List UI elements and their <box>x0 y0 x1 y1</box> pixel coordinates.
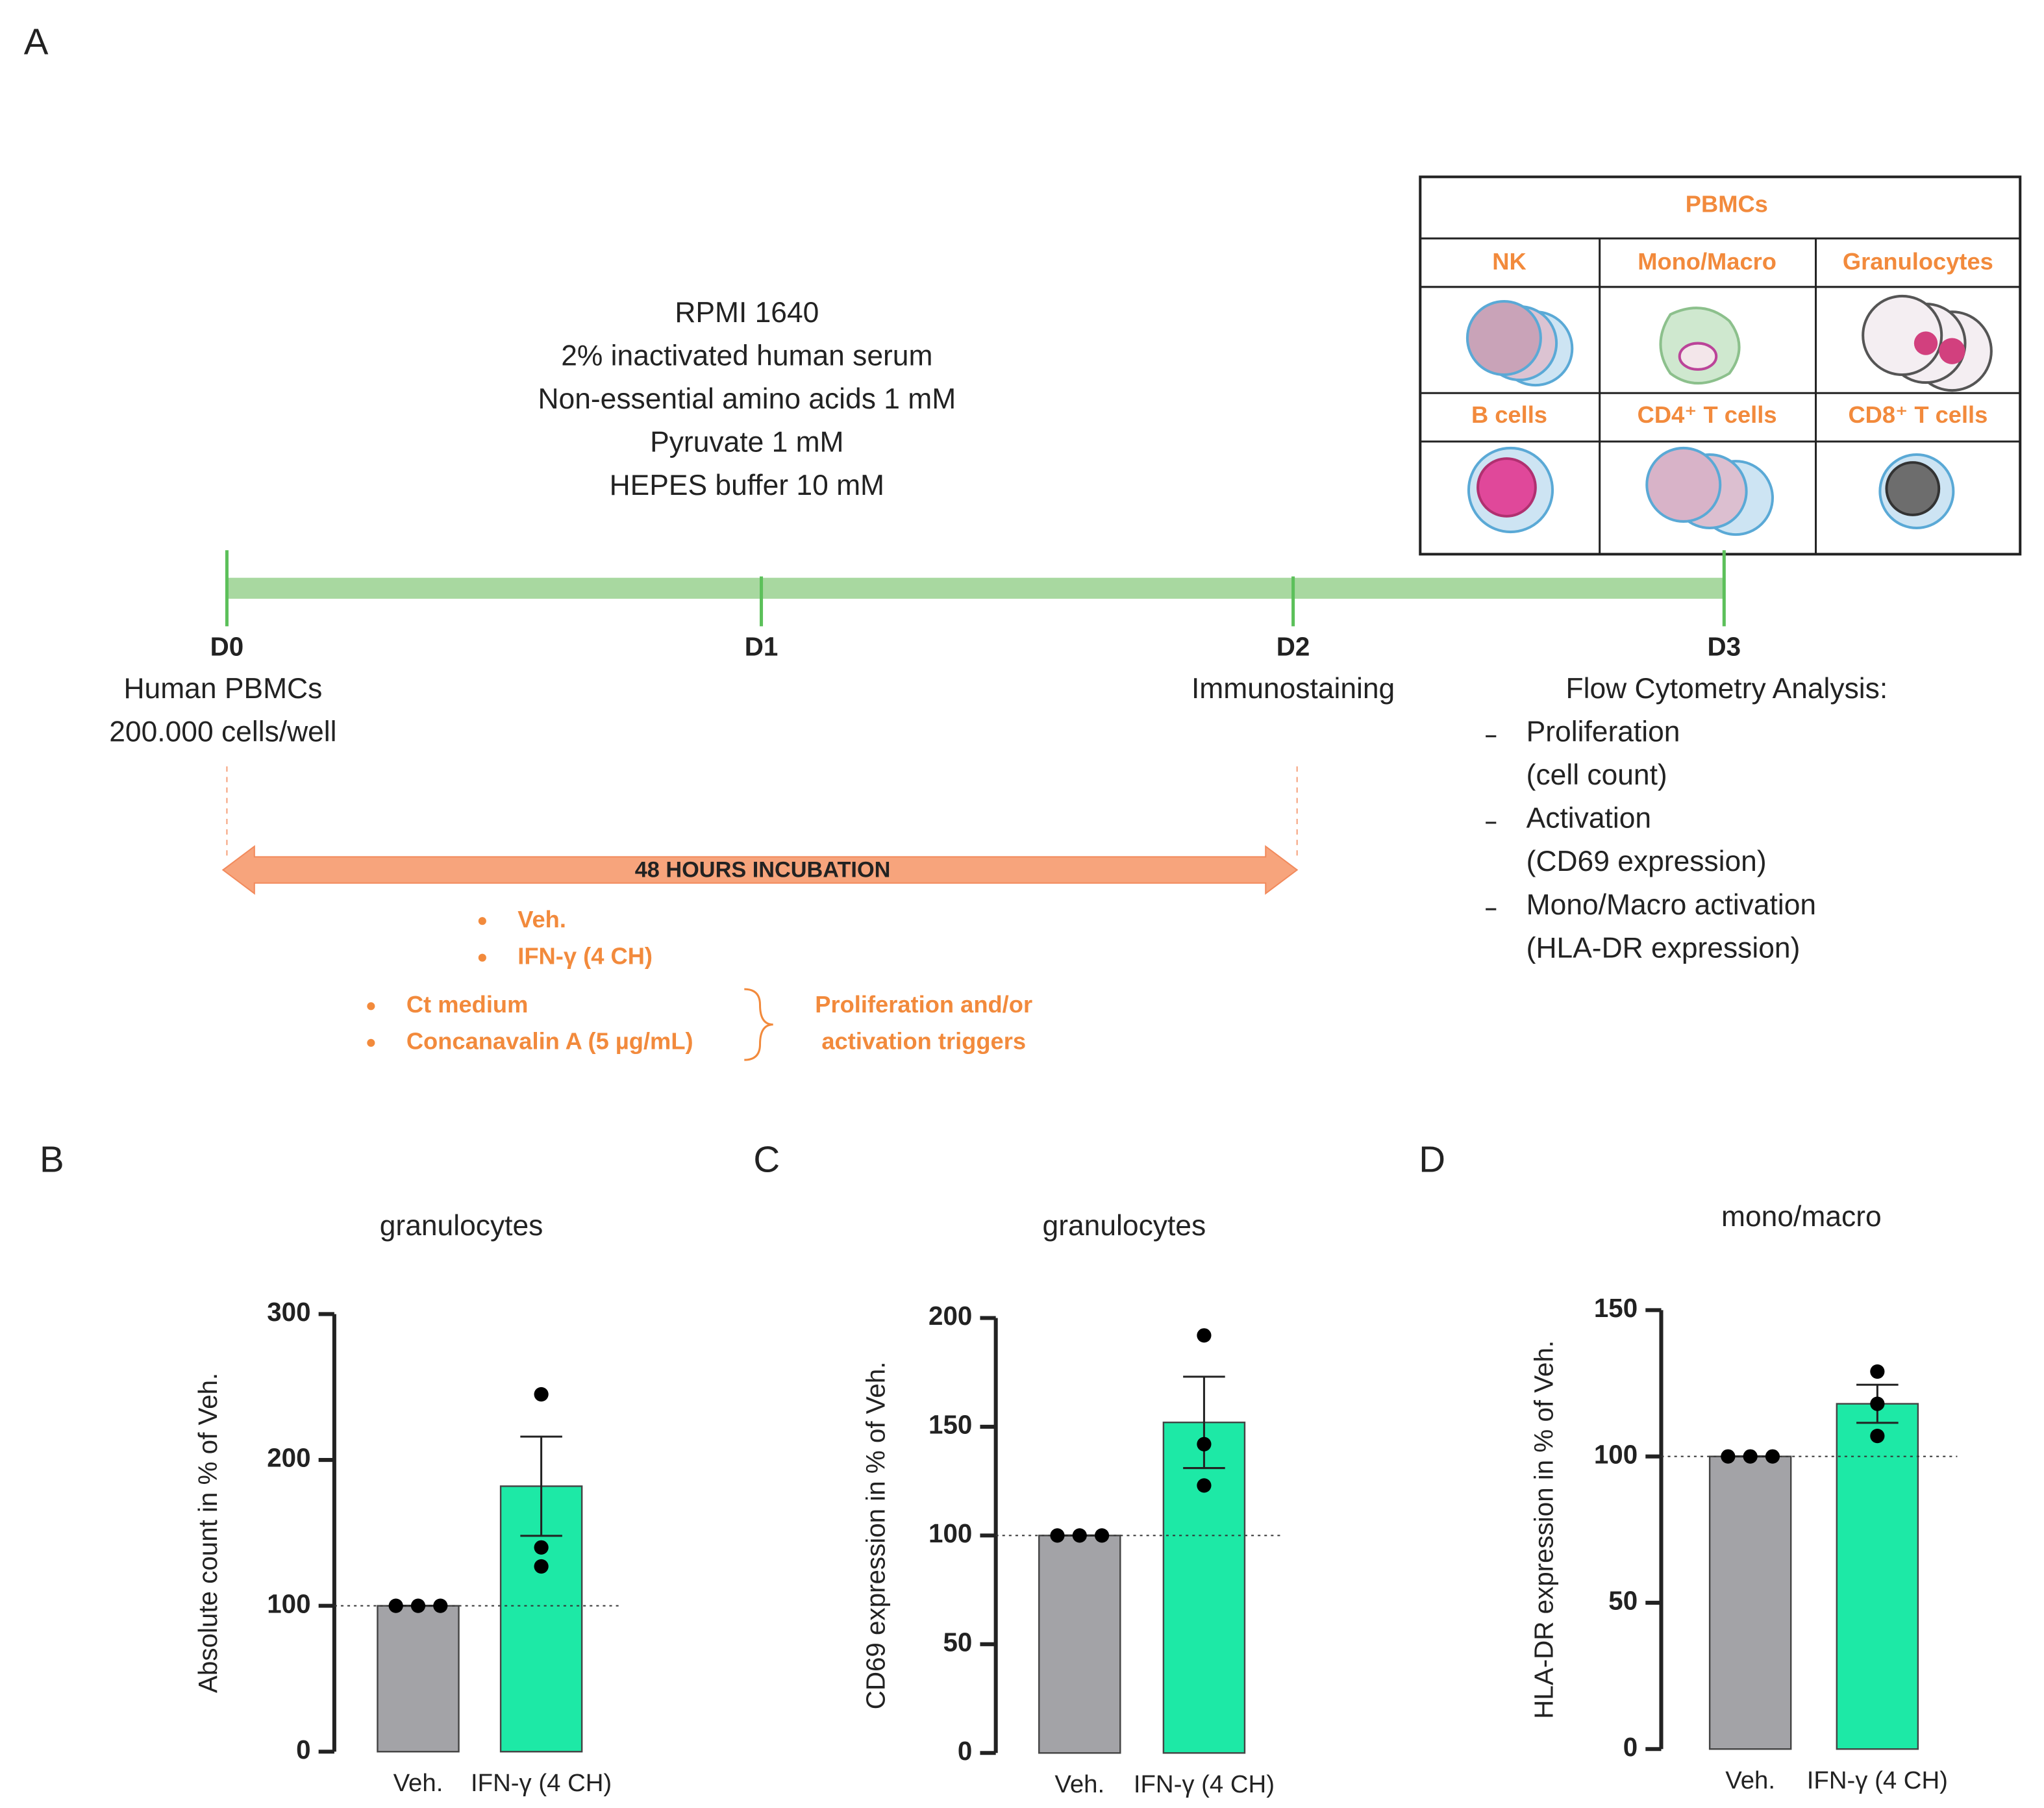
y-tick-label: 0 <box>958 1736 972 1766</box>
x-tick-label: Veh. <box>1054 1770 1104 1798</box>
data-point <box>388 1598 403 1613</box>
timeline-bar <box>227 577 1725 599</box>
data-point <box>534 1387 549 1402</box>
y-axis-label: CD69 expression in % of Veh. <box>861 1361 891 1709</box>
table-cell: CD8⁺ T cells <box>1848 401 1988 428</box>
panel-label: D <box>1419 1138 1445 1179</box>
treatment: Veh. <box>517 906 566 933</box>
incubation-arrow <box>221 845 1299 895</box>
analysis-title: Flow Cytometry Analysis: <box>1566 673 1888 705</box>
bar <box>377 1605 460 1753</box>
x-tick-label: IFN-γ (4 CH) <box>1134 1770 1275 1798</box>
table-cell: B cells <box>1471 401 1547 428</box>
panel-label: A <box>24 21 49 62</box>
y-tick-label: 150 <box>929 1410 972 1440</box>
analysis-item: (cell count) <box>1527 759 1667 791</box>
chart-title: mono/macro <box>1721 1201 1882 1233</box>
trigger: Concanavalin A (5 µg/mL) <box>406 1027 693 1054</box>
table-cell: Granulocytes <box>1843 248 1993 275</box>
medium-line: RPMI 1640 <box>675 297 819 329</box>
trigger: Ct medium <box>406 991 529 1018</box>
analysis-item: Proliferation <box>1527 716 1680 747</box>
analysis-item: Activation <box>1527 803 1651 835</box>
medium-line: Pyruvate 1 mM <box>650 427 843 458</box>
table-cell: NK <box>1492 248 1526 275</box>
bar <box>1038 1535 1121 1754</box>
medium-line: Non-essential amino acids 1 mM <box>538 383 956 415</box>
data-point <box>1094 1528 1110 1543</box>
y-tick-label: 300 <box>267 1297 310 1327</box>
incubation-label: 48 HOURS INCUBATION <box>635 858 891 883</box>
bar <box>1162 1422 1246 1754</box>
day-label: D2 <box>1277 631 1310 661</box>
day-label: D3 <box>1708 631 1741 661</box>
panel-label: B <box>40 1138 64 1179</box>
analysis-item: (CD69 expression) <box>1527 846 1767 877</box>
table-cell: CD4⁺ T cells <box>1638 401 1777 428</box>
cell-icons <box>1465 294 1993 536</box>
data-point <box>534 1540 549 1555</box>
y-tick-label: 0 <box>296 1735 310 1764</box>
panel-label: C <box>753 1138 780 1179</box>
analysis-dashes <box>1486 735 1497 910</box>
data-point <box>1197 1328 1212 1343</box>
data-point <box>433 1598 448 1613</box>
y-tick-label: 100 <box>267 1588 310 1618</box>
data-point <box>1765 1449 1780 1464</box>
data-point <box>1870 1429 1885 1444</box>
data-point <box>1050 1528 1065 1543</box>
y-tick-label: 100 <box>929 1518 972 1548</box>
x-tick-label: Veh. <box>393 1769 443 1797</box>
data-point <box>1072 1528 1087 1543</box>
day-label: D0 <box>210 631 244 661</box>
chart-title: granulocytes <box>380 1210 543 1242</box>
data-point <box>1743 1449 1758 1464</box>
data-point <box>1197 1437 1212 1451</box>
x-tick-label: IFN-γ (4 CH) <box>1807 1766 1948 1794</box>
y-axis-label: HLA-DR expression in % of Veh. <box>1529 1340 1559 1719</box>
data-point <box>1870 1364 1885 1379</box>
trigger-note: activation triggers <box>821 1027 1026 1054</box>
data-point <box>410 1598 426 1613</box>
incubation-guides <box>226 766 1298 859</box>
analysis-item: Mono/Macro activation <box>1527 889 1816 921</box>
y-tick-label: 50 <box>1608 1586 1638 1616</box>
medium-line: HEPES buffer 10 mM <box>610 470 884 501</box>
chart-title: granulocytes <box>1043 1210 1206 1242</box>
day-desc: Immunostaining <box>1191 673 1395 705</box>
day-desc: Human PBMCs <box>124 673 323 705</box>
y-tick-label: 150 <box>1594 1293 1638 1323</box>
bar <box>1708 1455 1792 1750</box>
table-title: PBMCs <box>1686 190 1768 217</box>
y-tick-label: 0 <box>1623 1732 1638 1762</box>
treatment: IFN-γ (4 CH) <box>517 942 653 969</box>
y-axis-label: Absolute count in % of Veh. <box>193 1373 223 1693</box>
trigger-note: Proliferation and/or <box>815 991 1032 1018</box>
x-tick-label: IFN-γ (4 CH) <box>471 1769 612 1797</box>
day-label: D1 <box>745 631 779 661</box>
table-cell: Mono/Macro <box>1638 248 1776 275</box>
pbmc-table <box>1419 175 2022 556</box>
bullets <box>367 917 773 1061</box>
data-point <box>1870 1396 1885 1411</box>
day-desc: 200.000 cells/well <box>109 716 336 747</box>
timeline-ticks <box>225 550 1726 627</box>
analysis-item: (HLA-DR expression) <box>1527 932 1801 964</box>
bar <box>1836 1403 1919 1750</box>
medium-line: 2% inactivated human serum <box>561 340 932 371</box>
data-point <box>1721 1449 1736 1464</box>
y-tick-label: 200 <box>267 1443 310 1473</box>
x-tick-label: Veh. <box>1725 1766 1775 1794</box>
data-point <box>1197 1478 1212 1493</box>
y-tick-label: 200 <box>929 1301 972 1331</box>
y-tick-label: 100 <box>1594 1439 1638 1469</box>
y-tick-label: 50 <box>943 1627 972 1657</box>
data-point <box>534 1559 549 1574</box>
